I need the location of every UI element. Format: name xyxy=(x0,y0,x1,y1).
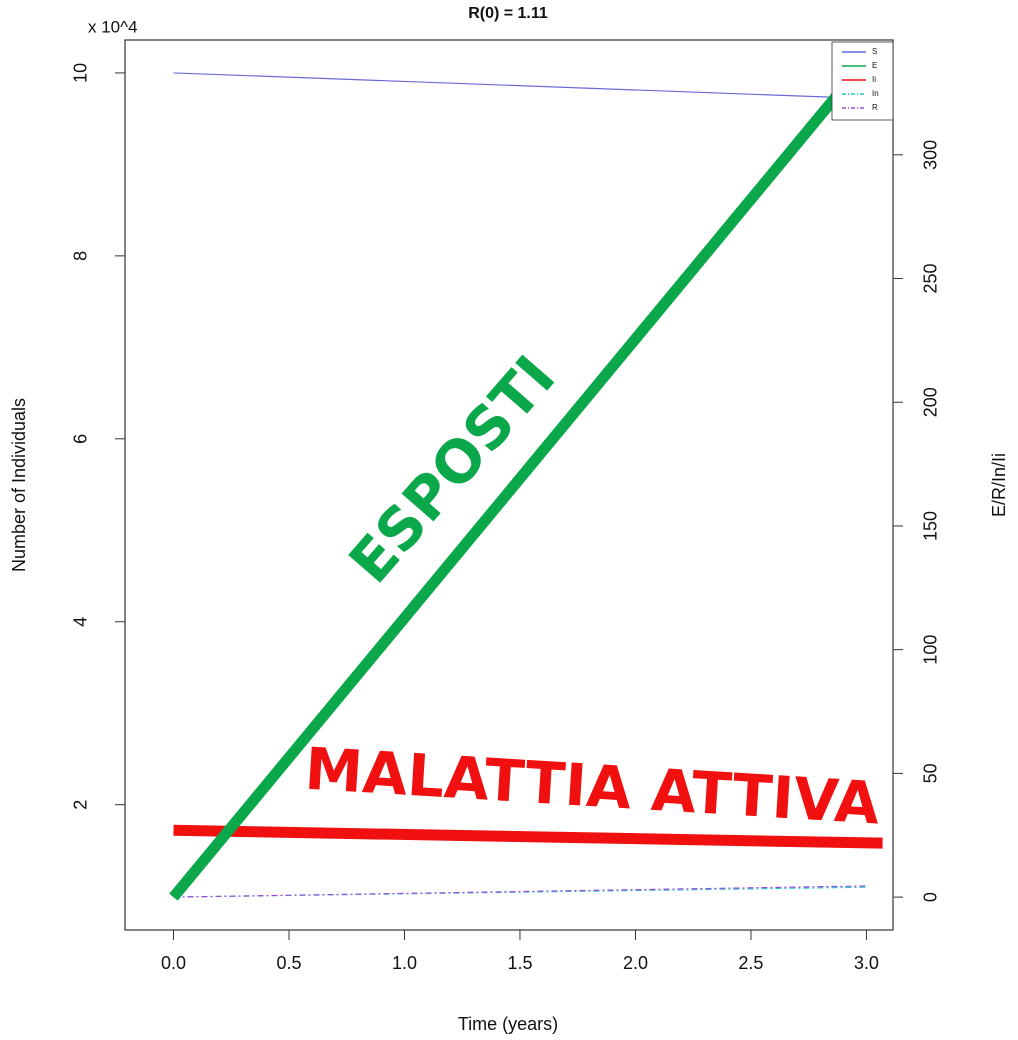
series-line xyxy=(173,72,844,99)
y2-tick-label: 200 xyxy=(921,387,941,417)
annotation: MALATTIA ATTIVA xyxy=(303,735,882,838)
y-tick-label: 6 xyxy=(71,434,91,444)
x-tick-label: 2.0 xyxy=(623,953,648,973)
y-tick-label: 4 xyxy=(71,617,91,627)
x-tick-label: 1.0 xyxy=(392,953,417,973)
y2-tick-label: 300 xyxy=(921,140,941,170)
x-tick-label: 0.5 xyxy=(276,953,301,973)
legend-label: In xyxy=(872,89,879,98)
legend-label: Ii xyxy=(872,75,876,84)
legend-label: R xyxy=(872,103,878,112)
chart-title: R(0) = 1.11 xyxy=(468,5,548,22)
y-multiplier: x 10^4 xyxy=(88,17,138,36)
x-tick-label: 2.5 xyxy=(738,953,763,973)
y2-axis-label: E/R/In/Ii xyxy=(989,453,1009,517)
legend-box xyxy=(831,41,894,121)
x-tick-label: 0.0 xyxy=(161,953,186,973)
x-axis-label: Time (years) xyxy=(458,1014,558,1034)
y2-tick-label: 50 xyxy=(921,763,941,783)
y-tick-label: 8 xyxy=(71,251,91,261)
series-line xyxy=(173,824,883,849)
legend-label: E xyxy=(872,61,877,70)
y-tick-label: 2 xyxy=(71,800,91,810)
x-tick-label: 3.0 xyxy=(854,953,879,973)
series-line xyxy=(173,885,867,898)
series-line xyxy=(169,86,846,901)
y2-tick-label: 0 xyxy=(921,892,941,902)
y-axis-label: Number of Individuals xyxy=(9,398,29,572)
y2-tick-label: 150 xyxy=(921,511,941,541)
plot-frame xyxy=(124,39,894,931)
y2-tick-label: 100 xyxy=(921,635,941,665)
x-tick-label: 1.5 xyxy=(507,953,532,973)
y-tick-label: 10 xyxy=(71,63,91,83)
y2-tick-label: 250 xyxy=(921,263,941,293)
legend-label: S xyxy=(872,47,877,56)
